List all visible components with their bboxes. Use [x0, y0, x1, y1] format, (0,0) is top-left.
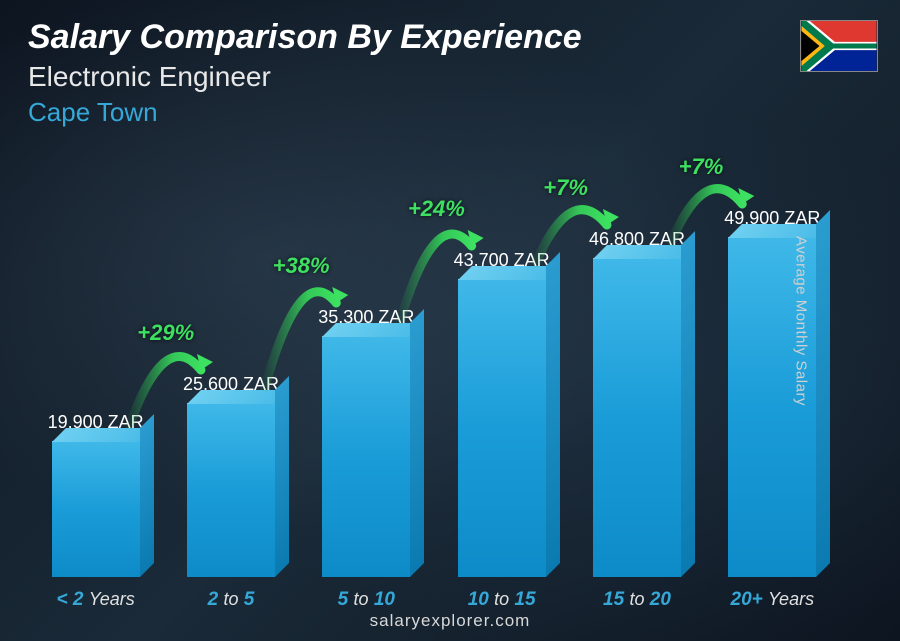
bar [458, 279, 546, 577]
bar [187, 403, 275, 577]
growth-badge: +7% [679, 154, 724, 180]
bar-category-label: 5 to 10 [338, 589, 395, 611]
bar-category-label: 2 to 5 [208, 589, 255, 611]
growth-badge: +24% [408, 196, 465, 222]
bar [52, 441, 140, 577]
chart-title: Salary Comparison By Experience [28, 18, 872, 57]
bar-slot: 49,900 ZAR20+ Years [705, 150, 840, 577]
growth-badge: +7% [543, 175, 588, 201]
bar-slot: 25,600 ZAR2 to 5 [163, 150, 298, 577]
bar-chart: 19,900 ZAR< 2 Years25,600 ZAR2 to 535,30… [28, 150, 840, 577]
chart-header: Salary Comparison By Experience Electron… [28, 18, 872, 128]
growth-badge: +29% [137, 320, 194, 346]
y-axis-label: Average Monthly Salary [793, 236, 810, 406]
chart-subtitle: Electronic Engineer [28, 61, 872, 93]
bar-category-label: 10 to 15 [468, 589, 536, 611]
footer-attribution: salaryexplorer.com [0, 611, 900, 631]
bar-slot: 19,900 ZAR< 2 Years [28, 150, 163, 577]
bar [593, 258, 681, 577]
bar-category-label: < 2 Years [57, 589, 135, 611]
bar-category-label: 20+ Years [731, 589, 815, 611]
chart-location: Cape Town [28, 97, 872, 128]
flag-south-africa-icon [800, 20, 878, 72]
bar-slot: 46,800 ZAR15 to 20 [569, 150, 704, 577]
growth-badge: +38% [273, 253, 330, 279]
bar-category-label: 15 to 20 [603, 589, 671, 611]
bar [322, 336, 410, 577]
